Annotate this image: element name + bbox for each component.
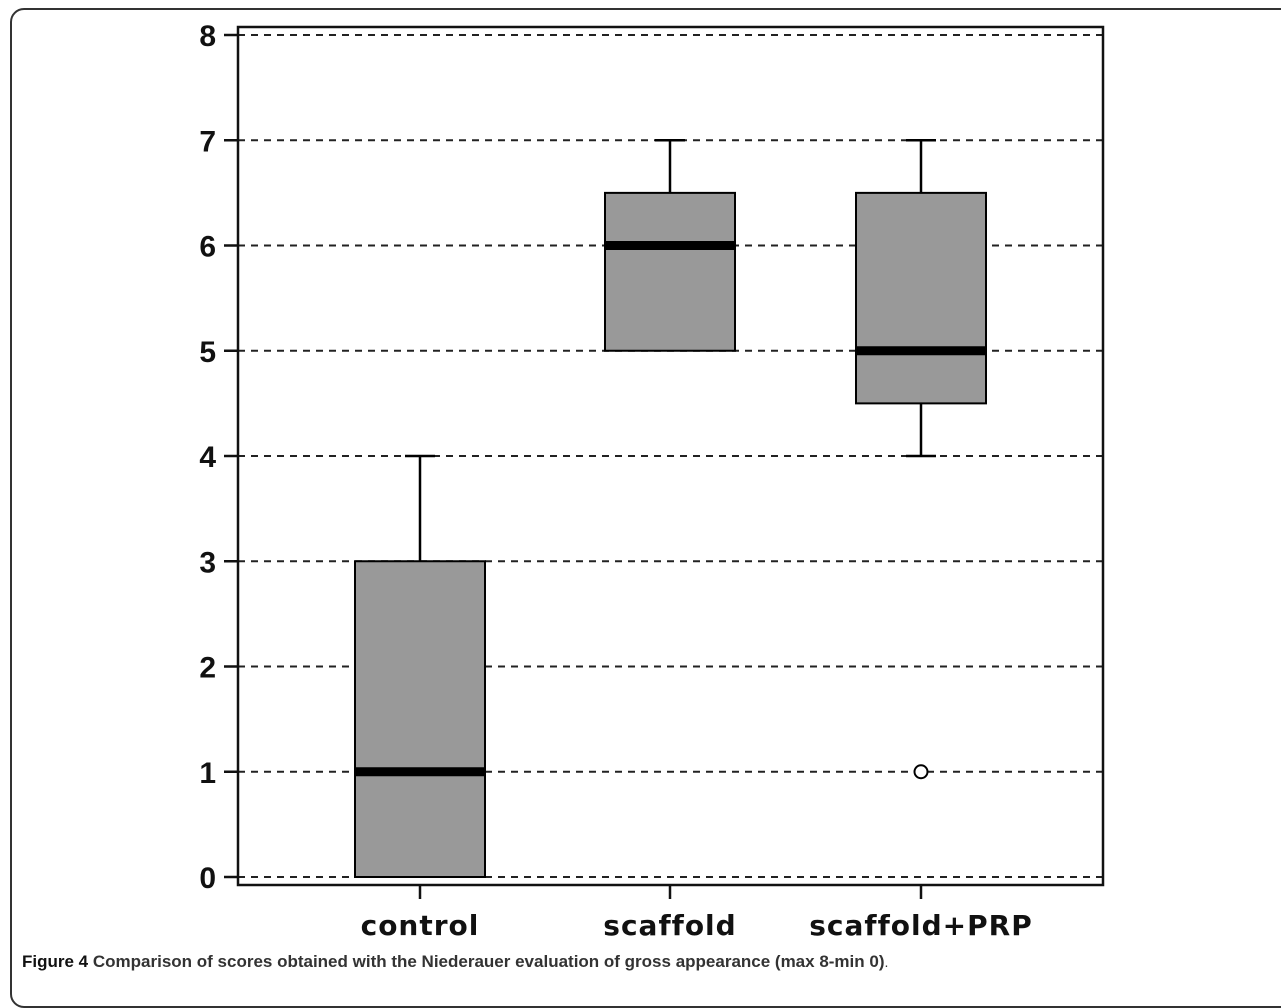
y-tick-label-7: 7 <box>199 125 216 158</box>
box-iqr <box>354 560 486 878</box>
boxes <box>354 139 987 878</box>
box-scaffold-prp <box>855 139 987 780</box>
box-control <box>354 454 486 878</box>
box-plot-chart: 0 1 2 3 4 5 6 7 8 control scaffold scaffold+PRP <box>199 20 1105 942</box>
x-tick-label-control: control <box>361 909 480 942</box>
x-tick-label-scaffold-prp: scaffold+PRP <box>809 909 1032 942</box>
box-scaffold <box>604 139 736 352</box>
caption-end: . <box>884 954 889 970</box>
y-axis-ticks: 0 1 2 3 4 5 6 7 8 <box>199 20 238 895</box>
caption-label: Figure 4 <box>22 952 89 971</box>
y-tick-label-1: 1 <box>199 757 216 790</box>
y-tick-label-3: 3 <box>199 546 216 579</box>
y-tick-label-5: 5 <box>199 336 216 369</box>
box-iqr <box>855 191 987 405</box>
y-tick-label-6: 6 <box>199 231 216 264</box>
y-tick-label-0: 0 <box>199 862 216 895</box>
y-tick-label-4: 4 <box>199 441 216 474</box>
x-axis-ticks: control scaffold scaffold+PRP <box>361 885 1032 942</box>
caption-text: Comparison of scores obtained with the N… <box>92 952 885 971</box>
y-tick-label-2: 2 <box>199 652 216 685</box>
y-tick-label-8: 8 <box>199 20 216 53</box>
x-tick-label-scaffold: scaffold <box>603 909 736 942</box>
outlier-point <box>913 764 929 780</box>
box-iqr <box>604 191 736 352</box>
figure-caption: Figure 4 Comparison of scores obtained w… <box>22 952 888 972</box>
